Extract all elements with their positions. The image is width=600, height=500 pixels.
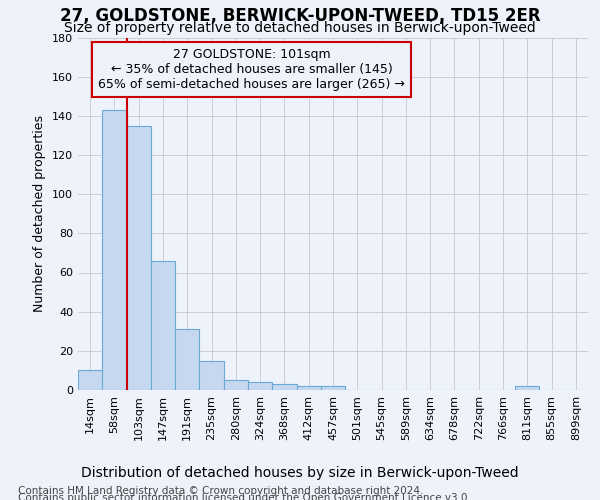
Bar [127, 126, 151, 390]
Bar [515, 386, 539, 390]
Text: Distribution of detached houses by size in Berwick-upon-Tweed: Distribution of detached houses by size … [81, 466, 519, 479]
Bar [248, 382, 272, 390]
Bar [175, 330, 199, 390]
Text: Contains public sector information licensed under the Open Government Licence v3: Contains public sector information licen… [18, 493, 471, 500]
Text: 27 GOLDSTONE: 101sqm
← 35% of detached houses are smaller (145)
65% of semi-deta: 27 GOLDSTONE: 101sqm ← 35% of detached h… [98, 48, 405, 91]
Bar [78, 370, 102, 390]
Y-axis label: Number of detached properties: Number of detached properties [34, 116, 46, 312]
Bar [224, 380, 248, 390]
Text: 27, GOLDSTONE, BERWICK-UPON-TWEED, TD15 2ER: 27, GOLDSTONE, BERWICK-UPON-TWEED, TD15 … [59, 8, 541, 26]
Bar [199, 360, 224, 390]
Bar [151, 261, 175, 390]
Bar [102, 110, 127, 390]
Text: Size of property relative to detached houses in Berwick-upon-Tweed: Size of property relative to detached ho… [64, 21, 536, 35]
Bar [321, 386, 345, 390]
Bar [272, 384, 296, 390]
Text: Contains HM Land Registry data © Crown copyright and database right 2024.: Contains HM Land Registry data © Crown c… [18, 486, 424, 496]
Bar [296, 386, 321, 390]
